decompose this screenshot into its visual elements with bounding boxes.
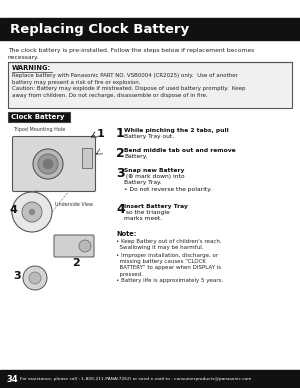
Text: Bend middle tab out and remove: Bend middle tab out and remove [124,148,236,159]
Text: • Improper installation, discharge, or
  missing battery causes “CLOCK
  BATTERY: • Improper installation, discharge, or m… [116,253,221,277]
Text: 1: 1 [97,129,105,139]
Text: Battery.: Battery. [124,154,147,159]
Text: Battery Tray out.: Battery Tray out. [124,134,174,139]
Text: 3: 3 [116,167,124,180]
Text: 2: 2 [116,147,125,160]
Bar [8,62,292,108]
Circle shape [79,240,91,252]
Text: Replace battery with Panasonic PART NO. VSB0004 (CR2025) only.  Use of another
b: Replace battery with Panasonic PART NO. … [12,73,245,97]
Circle shape [12,192,52,232]
Text: Snap new Battery: Snap new Battery [124,168,184,173]
Bar [8,112,70,122]
FancyBboxPatch shape [13,137,95,192]
Text: For assistance, please call : 1-800-211-PANA(7262) or send e-mail to : consumerp: For assistance, please call : 1-800-211-… [20,377,251,381]
Bar [0,18,300,40]
Text: so the triangle
marks meet.: so the triangle marks meet. [124,210,170,222]
Text: 2: 2 [72,258,80,268]
Text: 4: 4 [10,205,18,215]
Text: WARNING:: WARNING: [12,65,51,71]
Circle shape [23,266,47,290]
FancyBboxPatch shape [54,235,94,257]
Circle shape [38,154,58,174]
Circle shape [33,149,63,179]
Text: 4: 4 [116,203,125,216]
Text: Underside View: Underside View [55,202,93,207]
Text: The clock battery is pre-installed. Follow the steps below if replacement become: The clock battery is pre-installed. Foll… [8,48,254,60]
Text: Clock Battery: Clock Battery [11,114,64,120]
Text: (⊕ mark down) into
Battery Tray.
• Do not reverse the polarity.: (⊕ mark down) into Battery Tray. • Do no… [124,174,212,192]
Text: • Keep Battery out of children's reach.
  Swallowing it may be harmful.: • Keep Battery out of children's reach. … [116,239,222,250]
Text: Replacing Clock Battery: Replacing Clock Battery [10,23,189,35]
Text: Insert Battery Tray: Insert Battery Tray [124,204,188,209]
Bar [0,370,300,388]
Text: Tripod Mounting Hole: Tripod Mounting Hole [13,127,65,132]
Circle shape [22,202,42,222]
Text: 1: 1 [116,127,125,140]
Circle shape [29,272,41,284]
Bar [8,124,114,260]
Text: Note:: Note: [116,231,136,237]
Text: • Battery life is approximately 5 years.: • Battery life is approximately 5 years. [116,278,223,283]
Circle shape [29,209,35,215]
Bar [82,148,92,168]
Text: While pinching the 2 tabs, pull: While pinching the 2 tabs, pull [124,128,229,139]
Text: 3: 3 [13,271,21,281]
Text: 34: 34 [6,374,18,383]
Circle shape [43,159,53,169]
